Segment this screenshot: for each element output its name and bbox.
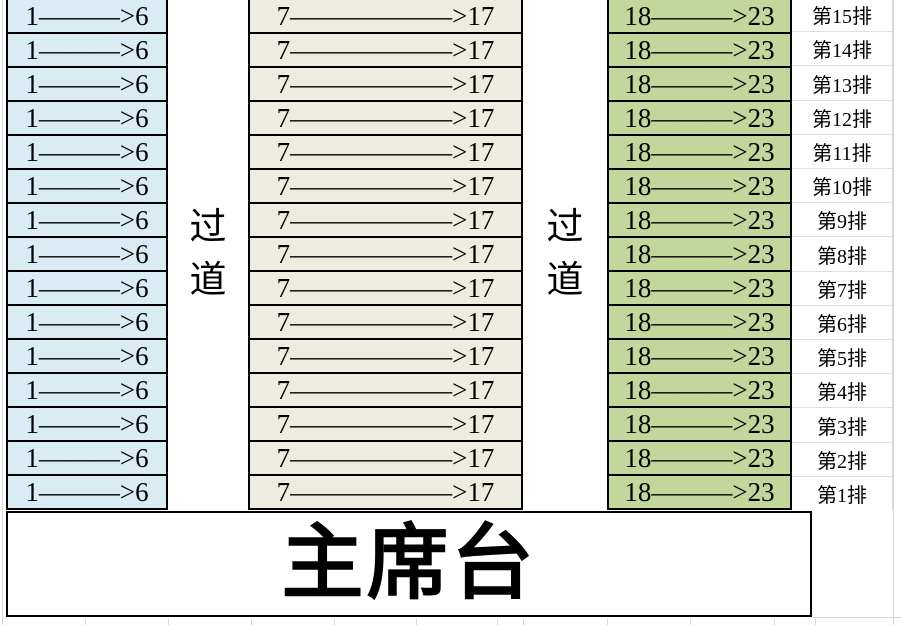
seat-block-middle[interactable]: 7––––––––––––>17 [248,32,523,68]
aisle-label-char: 道 [189,260,227,301]
row-label[interactable]: 第8排 [792,236,892,270]
sheet-gridline-bottom-right [812,617,901,618]
seat-block-left[interactable]: 1———>6 [6,168,168,204]
seat-block-right[interactable]: 18———>23 [607,270,792,306]
seat-block-left[interactable]: 1———>6 [6,440,168,476]
seat-block-middle[interactable]: 7––––––––––––>17 [248,66,523,102]
sheet-gridline-tick [85,619,86,625]
seat-block-right[interactable]: 18———>23 [607,202,792,238]
seat-block-right[interactable]: 18———>23 [607,440,792,476]
seat-block-middle[interactable]: 7––––––––––––>17 [248,338,523,374]
aisle-right[interactable]: 过道 [523,0,607,508]
sheet-gridline-tick [416,619,417,625]
seat-block-right[interactable]: 18———>23 [607,66,792,102]
sheet-gridline-tick [523,619,524,625]
sheet-gridline-left [2,0,3,625]
row-label-column: 第15排 第14排 第13排 第12排 第11排 第10排 第9排 第8排 第7排 第6排 第5排第… [792,0,893,510]
seat-block-right[interactable]: 18———>23 [607,304,792,340]
seat-block-left[interactable]: 1———>6 [6,202,168,238]
seat-block-middle[interactable]: 7––––––––––––>17 [248,202,523,238]
row-label[interactable]: 第7排 [792,270,892,305]
seat-block-middle[interactable]: 7––––––––––––>17 [248,134,523,170]
seat-block-middle[interactable]: 7––––––––––––>17 [248,236,523,272]
row-label[interactable]: 第6排 [792,304,892,339]
seat-block-middle[interactable]: 7––––––––––––>17 [248,440,523,476]
row-label[interactable]: 第13排 [792,65,892,99]
seat-block-middle[interactable]: 7––––––––––––>17 [248,270,523,306]
seat-block-left[interactable]: 1———>6 [6,338,168,374]
row-label[interactable]: 第4排 [792,373,892,407]
row-label[interactable]: 第5排 [792,339,892,373]
row-label[interactable]: 第9排 [792,202,892,236]
seat-block-right[interactable]: 18———>23 [607,406,792,442]
sheet-gridline-tick [251,619,252,625]
seat-block-middle[interactable]: 7––––––––––––>17 [248,100,523,136]
stage-label: 主席台 [281,518,537,609]
sheet-gridline-tick [690,619,691,625]
seat-block-left[interactable]: 1———>6 [6,270,168,306]
seat-block-right[interactable]: 18———>23 [607,0,792,34]
seat-block-middle[interactable]: 7––––––––––––>17 [248,304,523,340]
seat-block-middle[interactable]: 7––––––––––––>17 [248,168,523,204]
seat-block-right[interactable]: 18———>23 [607,236,792,272]
seat-column-middle: 7––––––––––––>17 7––––––––––––>17 7–––––––… [248,0,523,510]
row-label[interactable]: 第12排 [792,99,892,134]
sheet-gridline-right [893,0,894,625]
aisle-left[interactable]: 过道 [168,0,248,508]
aisle-label-char: 过 [189,207,227,248]
seat-block-left[interactable]: 1———>6 [6,474,168,510]
seat-block-left[interactable]: 1———>6 [6,372,168,408]
sheet-gridline-tick [334,619,335,625]
row-label[interactable]: 第14排 [792,31,892,65]
seat-block-right[interactable]: 18———>23 [607,338,792,374]
row-label[interactable]: 第10排 [792,168,892,202]
sheet-gridline-tick [607,619,608,625]
row-label[interactable]: 第3排 [792,407,892,441]
seat-block-right[interactable]: 18———>23 [607,32,792,68]
sheet-gridline-tick [774,619,775,625]
seat-block-right[interactable]: 18———>23 [607,372,792,408]
seat-block-right[interactable]: 18———>23 [607,168,792,204]
seat-block-middle[interactable]: 7––––––––––––>17 [248,406,523,442]
seat-block-middle[interactable]: 7––––––––––––>17 [248,474,523,510]
seat-block-left[interactable]: 1———>6 [6,32,168,68]
sheet-gridline-tick [815,619,816,625]
seat-block-left[interactable]: 1———>6 [6,66,168,102]
aisle-label-char: 道 [546,260,584,301]
seat-block-left[interactable]: 1———>6 [6,100,168,136]
seat-block-left[interactable]: 1———>6 [6,134,168,170]
row-label[interactable]: 第2排 [792,441,892,476]
seat-block-left[interactable]: 1———>6 [6,0,168,34]
seat-block-left[interactable]: 1———>6 [6,406,168,442]
seat-block-right[interactable]: 18———>23 [607,134,792,170]
seat-block-right[interactable]: 18———>23 [607,100,792,136]
seat-block-left[interactable]: 1———>6 [6,304,168,340]
seat-block-left[interactable]: 1———>6 [6,236,168,272]
seat-block-middle[interactable]: 7––––––––––––>17 [248,0,523,34]
seat-column-right: 18———>23 18———>23 18———>23 18———>23 18———>23… [607,0,792,510]
row-label[interactable]: 第15排 [812,6,872,29]
sheet-gridline-tick [497,619,498,625]
aisle-label-char: 过 [546,207,584,248]
sheet-gridline-tick [168,619,169,625]
stage-cell[interactable]: 主席台 [6,511,812,617]
seat-column-left: 1———>6 1———>6 1———>6 1———>6 1———>6 1———>6 1———… [6,0,168,510]
row-label[interactable]: 第1排 [792,475,892,510]
seat-block-right[interactable]: 18———>23 [607,474,792,510]
row-label[interactable]: 第11排 [792,133,892,168]
seat-block-middle[interactable]: 7––––––––––––>17 [248,372,523,408]
